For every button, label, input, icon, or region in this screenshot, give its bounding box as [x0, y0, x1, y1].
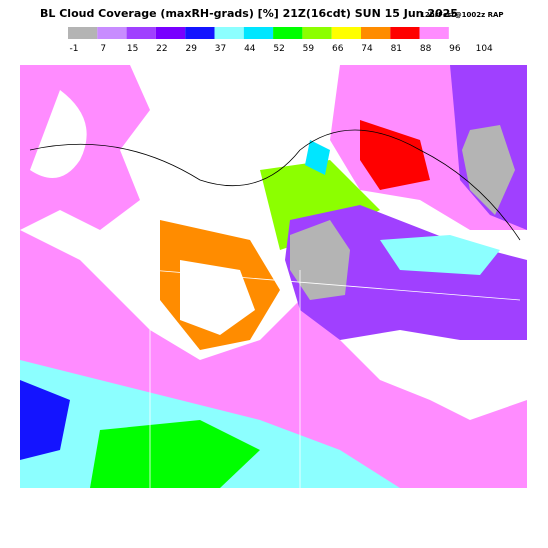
legend-label: 37: [215, 44, 226, 54]
legend-label: 52: [273, 44, 284, 54]
cloud-area: [380, 235, 500, 275]
cloud-area: [20, 380, 70, 460]
legend-swatch: [361, 27, 391, 39]
cloud-area: [290, 220, 350, 300]
legend-swatch: [185, 27, 215, 39]
border-line: [29, 129, 521, 241]
legend-label: 15: [127, 44, 138, 54]
title: BL Cloud Coverage (maxRH-grads) [%] 21Z(…: [40, 7, 458, 20]
legend-label: 81: [391, 44, 402, 54]
cloud-area: [360, 120, 430, 190]
subtitle: 12hrFcst@1002z RAP: [420, 11, 504, 19]
legend-swatch: [390, 27, 420, 39]
cloud-area: [20, 65, 150, 230]
legend-label: 96: [449, 44, 461, 54]
cloud-area: [462, 125, 515, 215]
legend-label: 59: [303, 44, 315, 54]
cloud-area: [90, 420, 260, 488]
legend-label: 66: [332, 44, 344, 54]
cloud-area: [180, 260, 255, 335]
legend-label: 44: [244, 44, 256, 54]
legend-label: 104: [476, 44, 493, 54]
legend-label: 7: [100, 44, 106, 54]
legend-swatch: [448, 27, 479, 39]
legend-label: -1: [70, 44, 79, 54]
legend-label: 22: [156, 44, 167, 54]
legend-swatch: [155, 27, 186, 39]
legend-swatch: [126, 27, 156, 39]
colorbar: -1 7 15 22 29 37 44 52 59 66 74 81 88 96 104: [68, 27, 493, 54]
cloud-area: [30, 90, 87, 178]
legend-swatch: [97, 27, 127, 39]
cloud-area: [305, 140, 330, 175]
legend-swatch: [243, 27, 274, 39]
legend-swatch: [419, 27, 449, 39]
legend-label: 29: [185, 44, 197, 54]
legend-swatch: [214, 27, 244, 39]
legend-swatch: [302, 27, 332, 39]
legend-swatch: [68, 27, 98, 39]
legend-label: 88: [420, 44, 432, 54]
state-line: [149, 269, 521, 488]
cloud-area: [285, 205, 527, 340]
legend-label: 74: [361, 44, 373, 54]
map: [20, 65, 527, 488]
legend-swatch: [273, 27, 303, 39]
legend-swatch: [331, 27, 361, 39]
